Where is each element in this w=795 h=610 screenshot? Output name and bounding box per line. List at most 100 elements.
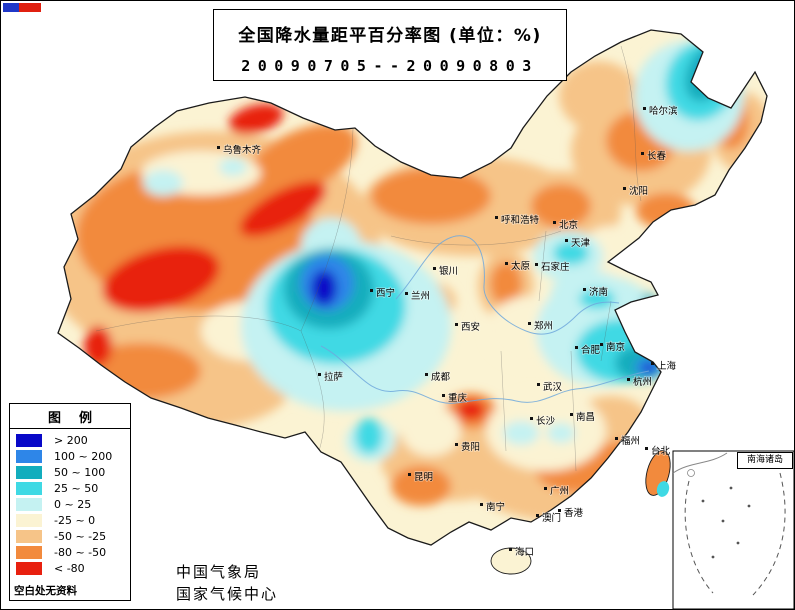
credits: 中国气象局 国家气候中心	[176, 562, 278, 606]
city-label: 哈尔滨	[649, 105, 678, 117]
legend-label: -50 ~ -25	[54, 529, 107, 543]
city-marker	[530, 417, 533, 420]
legend-item: 50 ~ 100	[16, 464, 130, 480]
legend-swatch	[16, 561, 42, 575]
city-marker	[528, 322, 531, 325]
credit-line-2: 国家气候中心	[176, 584, 279, 603]
city-label: 香港	[564, 507, 584, 519]
city-label: 太原	[511, 260, 530, 272]
city-label: 海口	[515, 546, 534, 558]
city-label: 西安	[461, 321, 480, 333]
city-label: 成都	[431, 371, 451, 383]
legend-label: < -80	[54, 561, 85, 575]
city-marker	[623, 187, 626, 190]
city-marker	[536, 514, 539, 517]
rivers	[320, 235, 650, 404]
city-marker	[433, 267, 436, 270]
legend: 图 例 > 200 100 ~ 200 50 ~ 100 25 ~ 50 0 ~ 25 -…	[9, 403, 131, 601]
city-marker	[641, 152, 644, 155]
city-label: 上海	[657, 360, 677, 372]
legend-label: 0 ~ 25	[54, 497, 92, 511]
city-marker	[583, 288, 586, 291]
city-label: 武汉	[543, 381, 563, 393]
mini-colorbar-blue-segment	[3, 3, 19, 12]
city-marker	[627, 378, 630, 381]
city-marker	[318, 373, 321, 376]
legend-title: 图 例	[10, 404, 130, 429]
city-marker	[544, 487, 547, 490]
city-marker	[370, 289, 373, 292]
city-marker	[405, 292, 408, 295]
credit-line-1: 中国气象局	[176, 563, 262, 581]
city-label: 南京	[606, 341, 625, 353]
city-marker	[505, 262, 508, 265]
legend-item: 25 ~ 50	[16, 480, 130, 496]
city-marker	[565, 239, 568, 242]
mini-colorbar-red-segment	[19, 3, 41, 12]
city-marker	[425, 373, 428, 376]
nine-dash-line	[684, 472, 786, 596]
city-marker	[570, 413, 573, 416]
map-title: 全国降水量距平百分率图 (单位：%)	[238, 26, 542, 46]
city-marker	[615, 437, 618, 440]
city-label: 石家庄	[541, 261, 570, 273]
city-marker	[651, 362, 654, 365]
mini-colorbar-artifact	[3, 3, 41, 12]
legend-swatch	[16, 449, 42, 463]
legend-item: > 200	[16, 432, 130, 448]
city-label: 呼和浩特	[501, 214, 540, 226]
province-boundaries	[95, 45, 642, 472]
yellow-river	[395, 235, 620, 335]
city-marker	[442, 394, 445, 397]
legend-item: -80 ~ -50	[16, 544, 130, 560]
city-label: 南昌	[576, 411, 595, 423]
south-china-sea-inset	[672, 450, 794, 609]
city-label: 重庆	[448, 392, 468, 404]
city-marker	[217, 146, 220, 149]
city-marker	[535, 263, 538, 266]
legend-swatch	[16, 481, 42, 495]
legend-label: 50 ~ 100	[54, 465, 106, 479]
city-label: 福州	[621, 435, 640, 447]
city-marker	[455, 443, 458, 446]
inset-islands	[701, 486, 751, 559]
legend-label: -80 ~ -50	[54, 545, 107, 559]
city-label: 昆明	[414, 472, 433, 483]
taiwan-island	[645, 450, 671, 497]
city-marker	[455, 323, 458, 326]
city-marker	[575, 346, 578, 349]
legend-swatch	[16, 465, 42, 479]
inset-coastline	[672, 452, 728, 474]
city-marker	[643, 107, 646, 110]
city-marker	[645, 447, 648, 450]
city-label: 长沙	[536, 415, 556, 427]
city-marker	[408, 473, 411, 476]
city-label: 台北	[651, 445, 671, 457]
inset-frame	[672, 450, 794, 609]
legend-swatch	[16, 433, 42, 447]
city-label: 乌鲁木齐	[223, 144, 262, 156]
city-label: 银川	[439, 265, 458, 277]
inset-label: 南海诸岛	[737, 452, 793, 469]
city-label: 天津	[571, 238, 591, 249]
legend-item: < -80	[16, 560, 130, 576]
city-marker	[558, 509, 561, 512]
legend-no-data-label: 空白处无资料	[14, 585, 77, 597]
anomaly-region-blobs	[58, 41, 767, 521]
city-label: 澳门	[542, 512, 561, 524]
city-marker	[600, 343, 603, 346]
legend-label: 25 ~ 50	[54, 481, 99, 495]
legend-item: -25 ~ 0	[16, 512, 130, 528]
legend-swatch	[16, 497, 42, 511]
city-label: 广州	[550, 485, 569, 497]
legend-swatch	[16, 513, 42, 527]
city-marker	[509, 548, 512, 551]
city-marker	[480, 503, 483, 506]
legend-label: > 200	[54, 433, 88, 447]
city-marker	[537, 383, 540, 386]
legend-swatch	[16, 529, 42, 543]
city-label: 贵阳	[461, 441, 480, 453]
